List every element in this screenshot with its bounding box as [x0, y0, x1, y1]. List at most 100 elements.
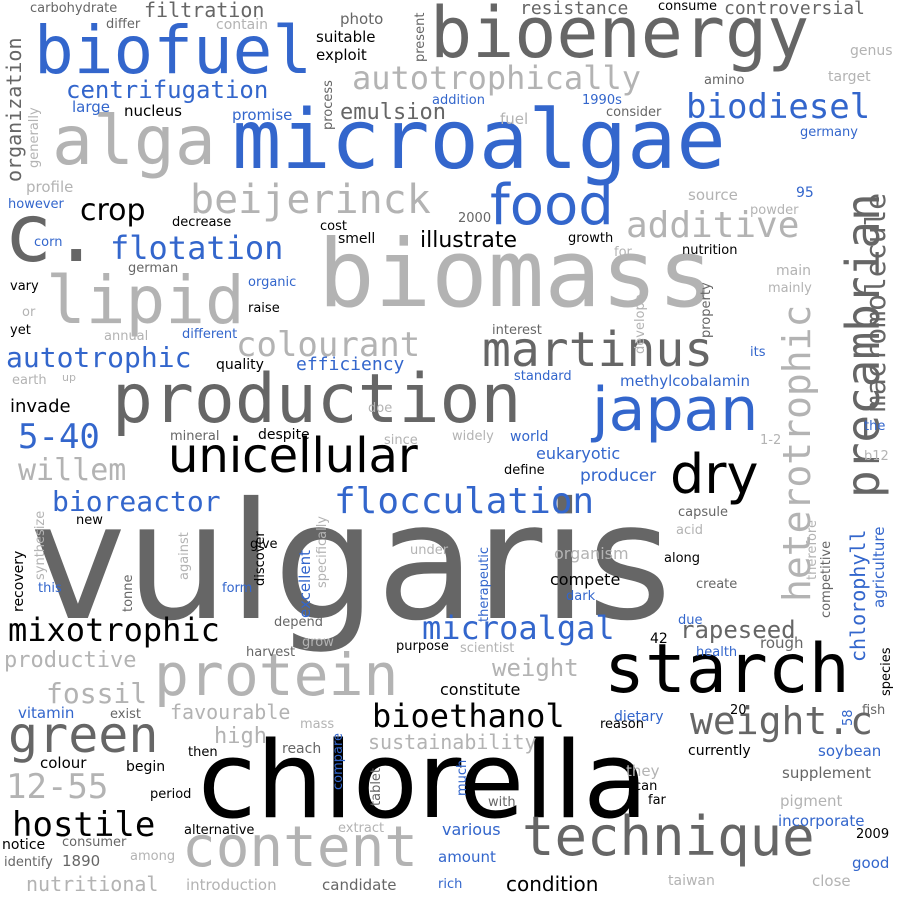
cloud-word: addition: [432, 93, 485, 108]
cloud-word: chlorella: [198, 719, 649, 842]
cloud-word: nucleus: [124, 102, 182, 120]
cloud-word: discover: [253, 531, 268, 586]
cloud-word: starch: [604, 630, 850, 709]
cloud-word: dry: [670, 443, 759, 506]
cloud-word: rough: [760, 634, 804, 652]
cloud-word: candidate: [322, 876, 397, 894]
cloud-word: high: [214, 724, 267, 749]
cloud-word: along: [664, 551, 701, 566]
cloud-word: health: [696, 645, 738, 660]
cloud-word: mineral: [170, 429, 220, 444]
cloud-word: promise: [232, 106, 293, 124]
cloud-word: extract: [338, 821, 385, 836]
cloud-word: amino: [704, 73, 745, 88]
cloud-word: large: [72, 98, 111, 116]
cloud-word: raise: [248, 301, 280, 316]
cloud-word: then: [188, 745, 218, 760]
cloud-word: compare: [331, 732, 346, 790]
cloud-word: biomass: [318, 220, 715, 329]
cloud-word: specifically: [315, 515, 330, 588]
cloud-word: notice: [2, 837, 46, 853]
cloud-word: hostile: [12, 805, 156, 845]
cloud-word: germany: [800, 125, 858, 140]
cloud-word: despite: [258, 427, 310, 443]
cloud-word: rapeseed: [680, 616, 796, 644]
cloud-word: or: [22, 305, 36, 320]
cloud-word: fuel: [500, 110, 529, 128]
cloud-word: 95: [796, 185, 814, 201]
cloud-word: dark: [566, 589, 596, 604]
cloud-word: 12-55: [6, 767, 109, 807]
cloud-word: organism: [554, 544, 629, 563]
cloud-word: organic: [248, 275, 297, 290]
cloud-word: identify: [4, 855, 53, 870]
cloud-word: world: [510, 429, 549, 445]
cloud-word: 1990s: [582, 93, 622, 108]
cloud-word: cost: [320, 219, 347, 234]
cloud-word: lipid: [46, 262, 245, 339]
cloud-word: exist: [110, 707, 141, 722]
cloud-word: alga: [52, 102, 216, 181]
cloud-word: c.: [4, 187, 101, 280]
cloud-word: alternative: [184, 823, 255, 838]
cloud-word: biodiesel: [686, 87, 871, 127]
cloud-word: good: [852, 854, 890, 872]
cloud-word: decrease: [172, 215, 232, 230]
cloud-word: contain: [216, 17, 268, 33]
cloud-word: eukaryotic: [536, 444, 621, 463]
cloud-word: content: [182, 815, 419, 880]
cloud-word: form: [222, 581, 253, 596]
cloud-word: far: [648, 793, 666, 808]
cloud-word: martinus: [482, 322, 714, 378]
cloud-word: tablet: [369, 767, 384, 806]
cloud-word: carbohydrate: [30, 1, 118, 16]
cloud-word: introduction: [186, 876, 277, 894]
cloud-word: powder: [750, 203, 799, 218]
cloud-word: genus: [850, 43, 893, 59]
cloud-word: filtration: [144, 0, 265, 22]
cloud-word: earth: [12, 373, 47, 388]
cloud-word: 58: [841, 709, 856, 726]
cloud-word: 2000: [458, 211, 492, 226]
cloud-word: currently: [688, 743, 751, 759]
cloud-word: with: [488, 795, 516, 810]
cloud-word: 5-40: [18, 417, 100, 457]
cloud-word: biofuel: [34, 12, 313, 89]
cloud-word: emulsion: [340, 100, 446, 125]
cloud-word: therapeutic: [477, 547, 492, 622]
cloud-word: fossil: [46, 677, 148, 710]
cloud-word: dietary: [614, 709, 664, 725]
cloud-word: colourant: [236, 325, 421, 365]
cloud-word: bioenergy: [430, 0, 810, 74]
cloud-word: close: [812, 872, 851, 890]
cloud-word: autotrophically: [352, 59, 641, 97]
cloud-word: create: [696, 577, 738, 592]
cloud-word: main: [776, 263, 811, 279]
cloud-word: flocculation: [334, 481, 595, 522]
cloud-word: yet: [10, 323, 31, 338]
cloud-word: define: [504, 463, 545, 478]
cloud-word: property: [699, 282, 714, 338]
cloud-word: amount: [438, 848, 496, 866]
cloud-word: synthesize: [33, 510, 48, 580]
cloud-word: due: [678, 613, 703, 628]
cloud-word: generally: [27, 107, 42, 168]
cloud-word: vitamin: [18, 704, 75, 722]
cloud-word: process: [321, 80, 336, 130]
cloud-word: mixotrophic: [8, 611, 220, 649]
cloud-word: recovery: [11, 550, 27, 612]
cloud-word: doe: [368, 401, 393, 416]
cloud-word: depend: [274, 615, 323, 630]
cloud-word: various: [442, 820, 501, 839]
cloud-word: microalgae: [232, 93, 726, 188]
cloud-word: rich: [438, 877, 463, 892]
cloud-word: since: [384, 433, 418, 448]
cloud-word: 1-2: [760, 433, 782, 448]
cloud-word: bioethanol: [372, 697, 565, 735]
cloud-word: annual: [104, 329, 149, 344]
cloud-word: production: [112, 360, 522, 439]
cloud-word: beijerinck: [190, 177, 431, 223]
cloud-word: consider: [606, 105, 662, 120]
cloud-word: against: [177, 532, 192, 580]
cloud-word: colour: [40, 754, 87, 772]
